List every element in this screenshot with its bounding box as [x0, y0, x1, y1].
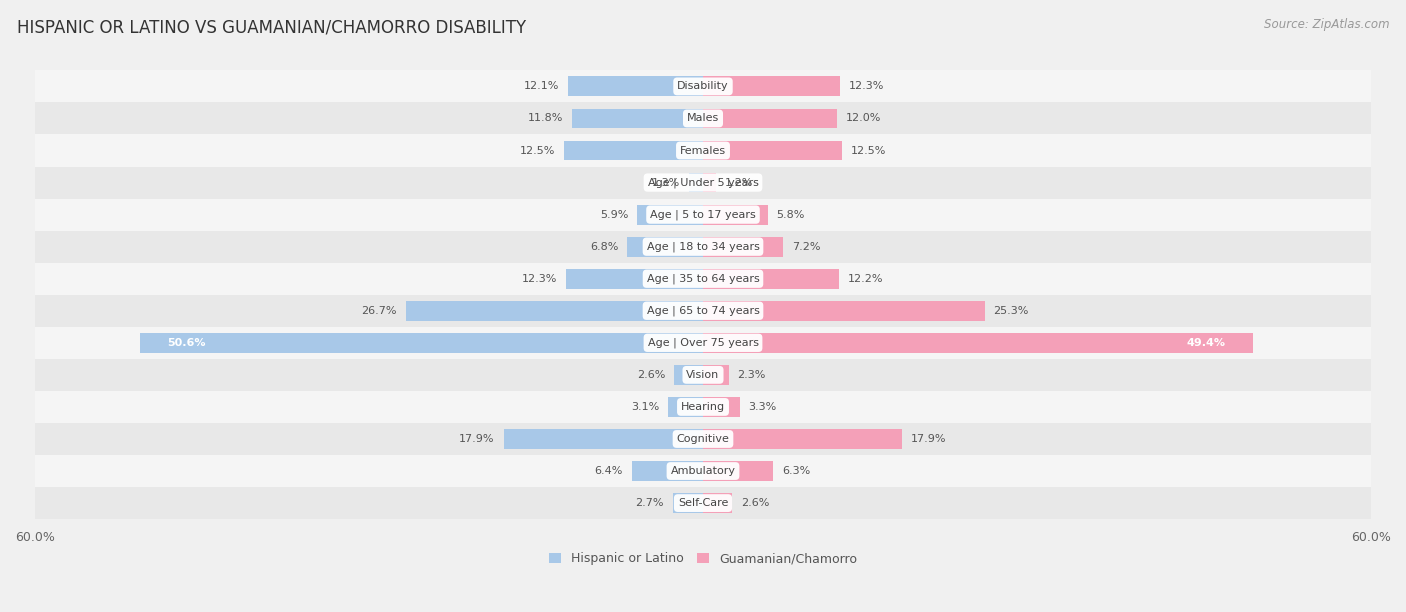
Bar	[703, 108, 837, 129]
Text: Self-Care: Self-Care	[678, 498, 728, 508]
Bar	[35, 391, 1371, 423]
Bar	[35, 166, 1371, 198]
Text: 1.2%: 1.2%	[725, 177, 754, 187]
Text: Age | 5 to 17 years: Age | 5 to 17 years	[650, 209, 756, 220]
Bar	[703, 237, 783, 256]
Text: 12.5%: 12.5%	[520, 146, 555, 155]
Bar	[637, 204, 703, 225]
Legend: Hispanic or Latino, Guamanian/Chamorro: Hispanic or Latino, Guamanian/Chamorro	[548, 553, 858, 565]
Text: Age | 18 to 34 years: Age | 18 to 34 years	[647, 241, 759, 252]
Text: 12.3%: 12.3%	[849, 81, 884, 91]
Text: Source: ZipAtlas.com: Source: ZipAtlas.com	[1264, 18, 1389, 31]
Text: 3.1%: 3.1%	[631, 402, 659, 412]
Bar	[673, 493, 703, 513]
Text: Age | 65 to 74 years: Age | 65 to 74 years	[647, 305, 759, 316]
Bar	[703, 365, 728, 385]
Bar	[568, 76, 703, 96]
Bar	[703, 141, 842, 160]
Text: Hearing: Hearing	[681, 402, 725, 412]
Text: Ambulatory: Ambulatory	[671, 466, 735, 476]
Text: 7.2%: 7.2%	[792, 242, 821, 252]
Bar	[35, 135, 1371, 166]
Bar	[627, 237, 703, 256]
Bar	[35, 487, 1371, 519]
Bar	[703, 301, 984, 321]
Bar	[668, 397, 703, 417]
Text: 6.4%: 6.4%	[595, 466, 623, 476]
Text: HISPANIC OR LATINO VS GUAMANIAN/CHAMORRO DISABILITY: HISPANIC OR LATINO VS GUAMANIAN/CHAMORRO…	[17, 18, 526, 36]
Bar	[35, 198, 1371, 231]
Bar	[567, 269, 703, 289]
Bar	[703, 493, 733, 513]
Bar	[703, 76, 839, 96]
Bar	[703, 173, 717, 193]
Text: Age | Under 5 years: Age | Under 5 years	[648, 177, 758, 188]
Text: Cognitive: Cognitive	[676, 434, 730, 444]
Text: 12.0%: 12.0%	[845, 113, 882, 124]
Bar	[35, 231, 1371, 263]
Bar	[35, 327, 1371, 359]
Bar	[139, 333, 703, 353]
Bar	[503, 429, 703, 449]
Text: 6.3%: 6.3%	[782, 466, 810, 476]
Text: 2.6%: 2.6%	[637, 370, 665, 380]
Text: 2.6%: 2.6%	[741, 498, 769, 508]
Bar	[703, 204, 768, 225]
Bar	[703, 269, 839, 289]
Bar	[35, 102, 1371, 135]
Bar	[703, 429, 903, 449]
Text: 2.7%: 2.7%	[636, 498, 664, 508]
Bar	[673, 365, 703, 385]
Bar	[406, 301, 703, 321]
Bar	[35, 455, 1371, 487]
Bar	[703, 397, 740, 417]
Bar	[572, 108, 703, 129]
Text: Age | 35 to 64 years: Age | 35 to 64 years	[647, 274, 759, 284]
Text: 50.6%: 50.6%	[167, 338, 205, 348]
Text: 2.3%: 2.3%	[738, 370, 766, 380]
Text: 6.8%: 6.8%	[591, 242, 619, 252]
Bar	[35, 70, 1371, 102]
Bar	[703, 333, 1253, 353]
Text: 1.3%: 1.3%	[651, 177, 679, 187]
Text: Disability: Disability	[678, 81, 728, 91]
Bar	[631, 461, 703, 481]
Text: 49.4%: 49.4%	[1187, 338, 1225, 348]
Bar	[35, 423, 1371, 455]
Text: Vision: Vision	[686, 370, 720, 380]
Bar	[35, 263, 1371, 295]
Text: 12.1%: 12.1%	[524, 81, 560, 91]
Text: 3.3%: 3.3%	[748, 402, 778, 412]
Bar	[35, 295, 1371, 327]
Bar	[35, 359, 1371, 391]
Bar	[703, 461, 773, 481]
Text: 17.9%: 17.9%	[911, 434, 946, 444]
Bar	[564, 141, 703, 160]
Text: 12.5%: 12.5%	[851, 146, 886, 155]
Text: Females: Females	[681, 146, 725, 155]
Text: 26.7%: 26.7%	[361, 306, 396, 316]
Text: 5.9%: 5.9%	[600, 210, 628, 220]
Text: 17.9%: 17.9%	[460, 434, 495, 444]
Text: Males: Males	[688, 113, 718, 124]
Text: 12.2%: 12.2%	[848, 274, 883, 284]
Text: 12.3%: 12.3%	[522, 274, 557, 284]
Text: Age | Over 75 years: Age | Over 75 years	[648, 338, 758, 348]
Text: 11.8%: 11.8%	[527, 113, 562, 124]
Text: 5.8%: 5.8%	[776, 210, 804, 220]
Bar	[689, 173, 703, 193]
Text: 25.3%: 25.3%	[994, 306, 1029, 316]
